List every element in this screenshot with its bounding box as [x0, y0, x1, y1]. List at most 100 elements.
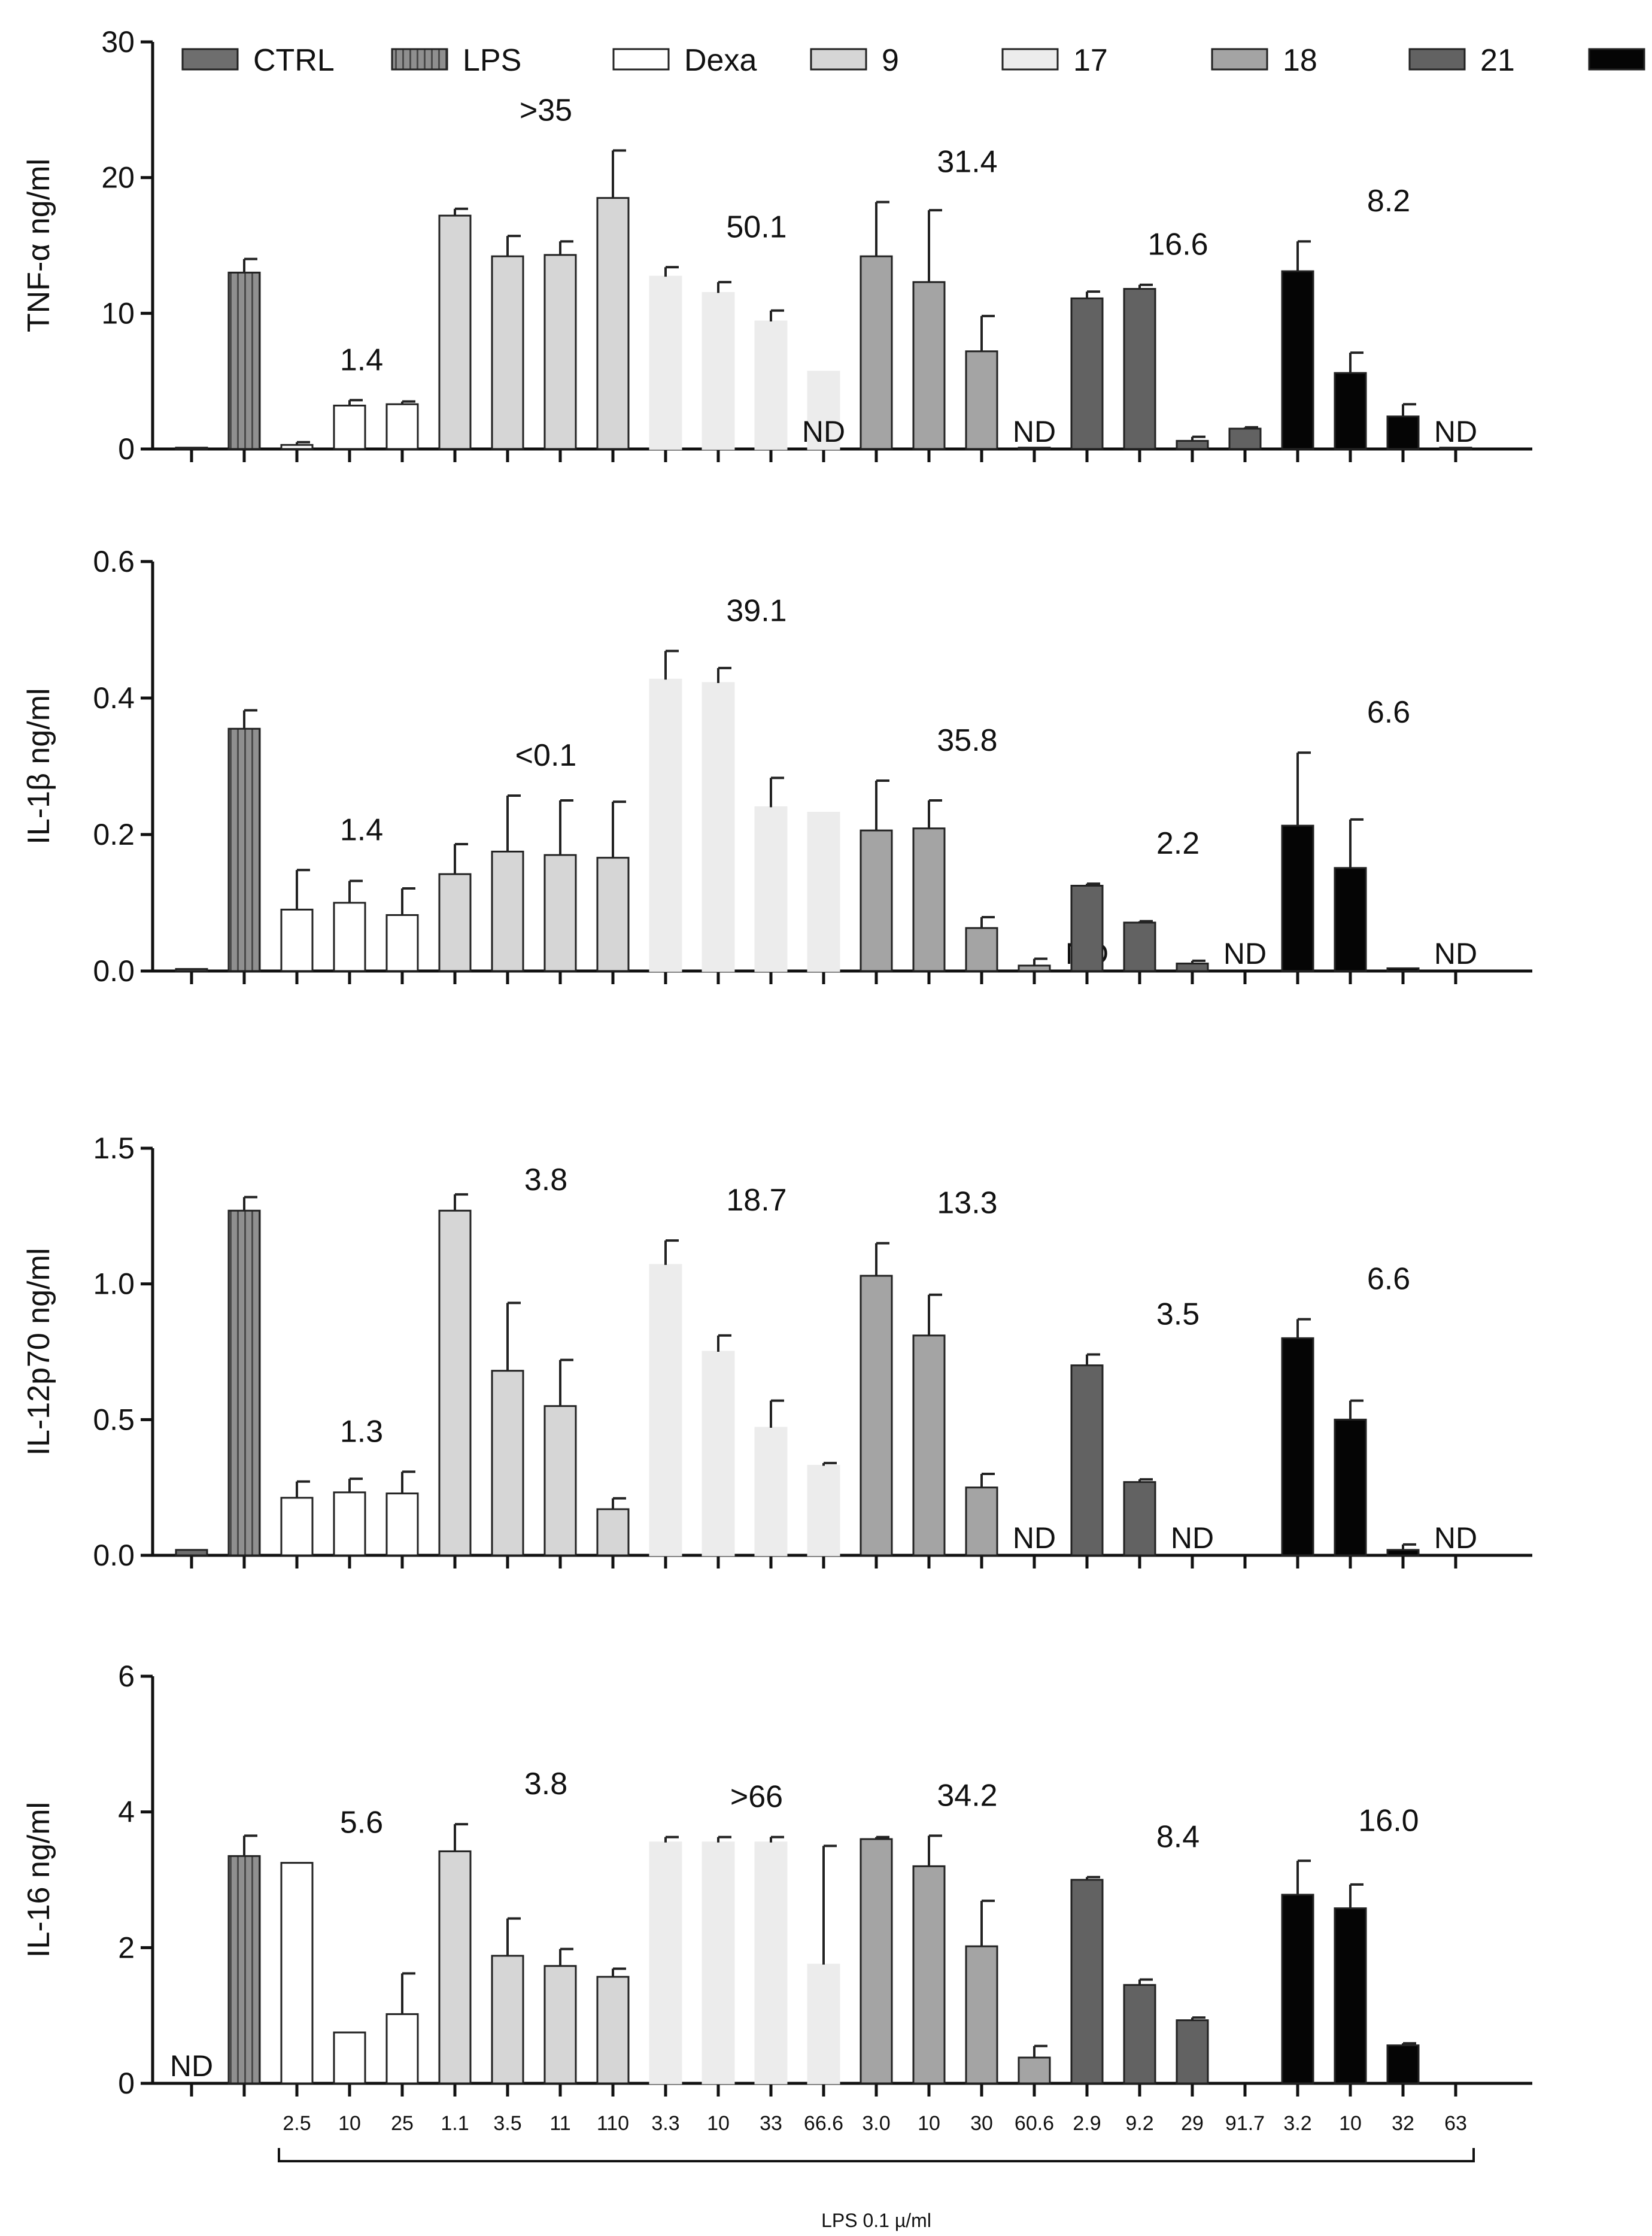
legend-item-ctrl: CTRL	[181, 43, 335, 78]
group-ctrl	[175, 1549, 208, 1557]
bar	[438, 873, 472, 972]
bar	[333, 1491, 366, 1557]
bar	[754, 806, 788, 972]
bar	[1123, 1984, 1156, 2085]
y-tick-label: 30	[101, 25, 135, 59]
y-tick-label: 20	[101, 161, 135, 195]
x-tick-label: 30	[970, 2112, 993, 2135]
bar	[543, 854, 577, 972]
group-annotation: 6.6	[1367, 1262, 1410, 1297]
bar	[807, 1464, 840, 1557]
group-ctrl: ND	[170, 2049, 213, 2083]
bar	[280, 1862, 314, 2085]
group-21: ND 3.5	[1070, 1297, 1214, 1557]
y-tick-label: 0.0	[93, 954, 135, 988]
bracket-line	[278, 2148, 1475, 2162]
legend-label: 9	[882, 43, 899, 78]
x-tick-label: 9.2	[1125, 2112, 1153, 2135]
group-annotation: 50.1	[726, 210, 786, 244]
bar	[702, 682, 735, 972]
y-axis-label: IL-12p70 ng/ml	[22, 1248, 56, 1456]
bar	[385, 914, 419, 972]
bar	[1070, 885, 1104, 972]
group-21: 8.4	[1070, 1819, 1209, 2085]
bracket-label: LPS 0.1 µ/ml	[821, 2210, 931, 2231]
group-dexa: 1.4	[280, 342, 419, 450]
x-tick-label: 32	[1392, 2112, 1414, 2135]
legend-item-lps: LPS	[391, 43, 521, 78]
bar	[596, 1976, 630, 2085]
x-tick-labels: 2.5 10 25 1.1 3.5 11 110 3.3 10 33 66.6 3.0 10 30 60.6…	[283, 2112, 1467, 2135]
nd-label: ND	[1013, 415, 1056, 448]
legend-swatch-21	[1408, 48, 1466, 71]
group-annotation: 5.6	[340, 1806, 383, 1840]
legend-item-23: 23	[1588, 48, 1645, 71]
group-23: ND 8.2	[1281, 184, 1477, 450]
bar	[438, 1850, 472, 2085]
panel-2: 0.00.20.40.6IL-1β ng/ml1.4<0.139.1ND35.8…	[22, 545, 1532, 988]
x-tick-label: 2.9	[1073, 2112, 1101, 2135]
x-tick-label: 11	[549, 2112, 570, 2135]
bar	[1070, 1364, 1104, 1557]
legend-label: 18	[1283, 43, 1317, 78]
x-tick-label: 3.0	[862, 2112, 890, 2135]
group-annotation: 35.8	[937, 723, 997, 758]
legend-swatch-18	[1211, 48, 1268, 71]
group-lps	[227, 709, 261, 972]
legend-item-9: 9	[810, 43, 899, 78]
group-18: ND 31.4	[860, 144, 1056, 450]
bar	[912, 281, 946, 450]
group-18: ND 13.3	[860, 1186, 1056, 1557]
bar	[807, 1964, 840, 2085]
bar	[543, 254, 577, 450]
group-annotation: 3.5	[1156, 1297, 1199, 1332]
bar	[1386, 2044, 1420, 2085]
y-tick-label: 0	[118, 432, 135, 466]
bar	[702, 1841, 735, 2085]
bar	[649, 678, 682, 972]
y-axis-label: IL-1β ng/ml	[22, 688, 56, 844]
x-tick-label: 3.3	[651, 2112, 679, 2135]
bar	[1439, 447, 1472, 450]
x-tick-label: 33	[760, 2112, 782, 2135]
x-tick-label: 3.5	[493, 2112, 521, 2135]
y-tick-label: 0.4	[93, 681, 135, 715]
nd-label: ND	[1223, 937, 1267, 970]
group-annotation: 16.0	[1358, 1803, 1419, 1838]
group-annotation: 3.8	[524, 1163, 567, 1197]
bar	[754, 1427, 788, 1557]
bar	[1334, 1907, 1367, 2085]
group-annotation: 16.6	[1147, 227, 1208, 262]
group-annotation: 8.2	[1367, 184, 1410, 219]
bar	[491, 1955, 524, 2085]
bar	[807, 812, 840, 972]
bar	[333, 404, 366, 450]
bar	[649, 1841, 682, 2085]
group-annotation: 39.1	[726, 593, 786, 628]
bar	[491, 255, 524, 450]
bar	[333, 2031, 366, 2085]
group-annotation: 1.4	[340, 342, 383, 377]
bar	[227, 727, 261, 972]
nd-label: ND	[1434, 937, 1477, 970]
bar	[912, 1334, 946, 1557]
group-annotation: 6.6	[1367, 695, 1410, 730]
x-tick-label: 29	[1181, 2112, 1204, 2135]
legend-item-dexa: Dexa	[612, 43, 757, 78]
bar	[280, 908, 314, 972]
bar	[965, 1486, 998, 1557]
bar	[1386, 1549, 1420, 1557]
legend-item-18: 18	[1211, 43, 1317, 78]
bar	[1281, 1337, 1314, 1557]
bar	[965, 927, 998, 972]
group-17: >66	[649, 1780, 840, 2085]
bar	[596, 1508, 630, 1557]
bar	[1386, 415, 1420, 450]
y-tick-label: 0.0	[93, 1539, 135, 1572]
x-tick-label: 3.2	[1283, 2112, 1311, 2135]
group-17: 39.1	[649, 593, 840, 972]
y-tick-label: 10	[101, 296, 135, 330]
x-tick-label: 10	[707, 2112, 730, 2135]
bar	[385, 1492, 419, 1557]
